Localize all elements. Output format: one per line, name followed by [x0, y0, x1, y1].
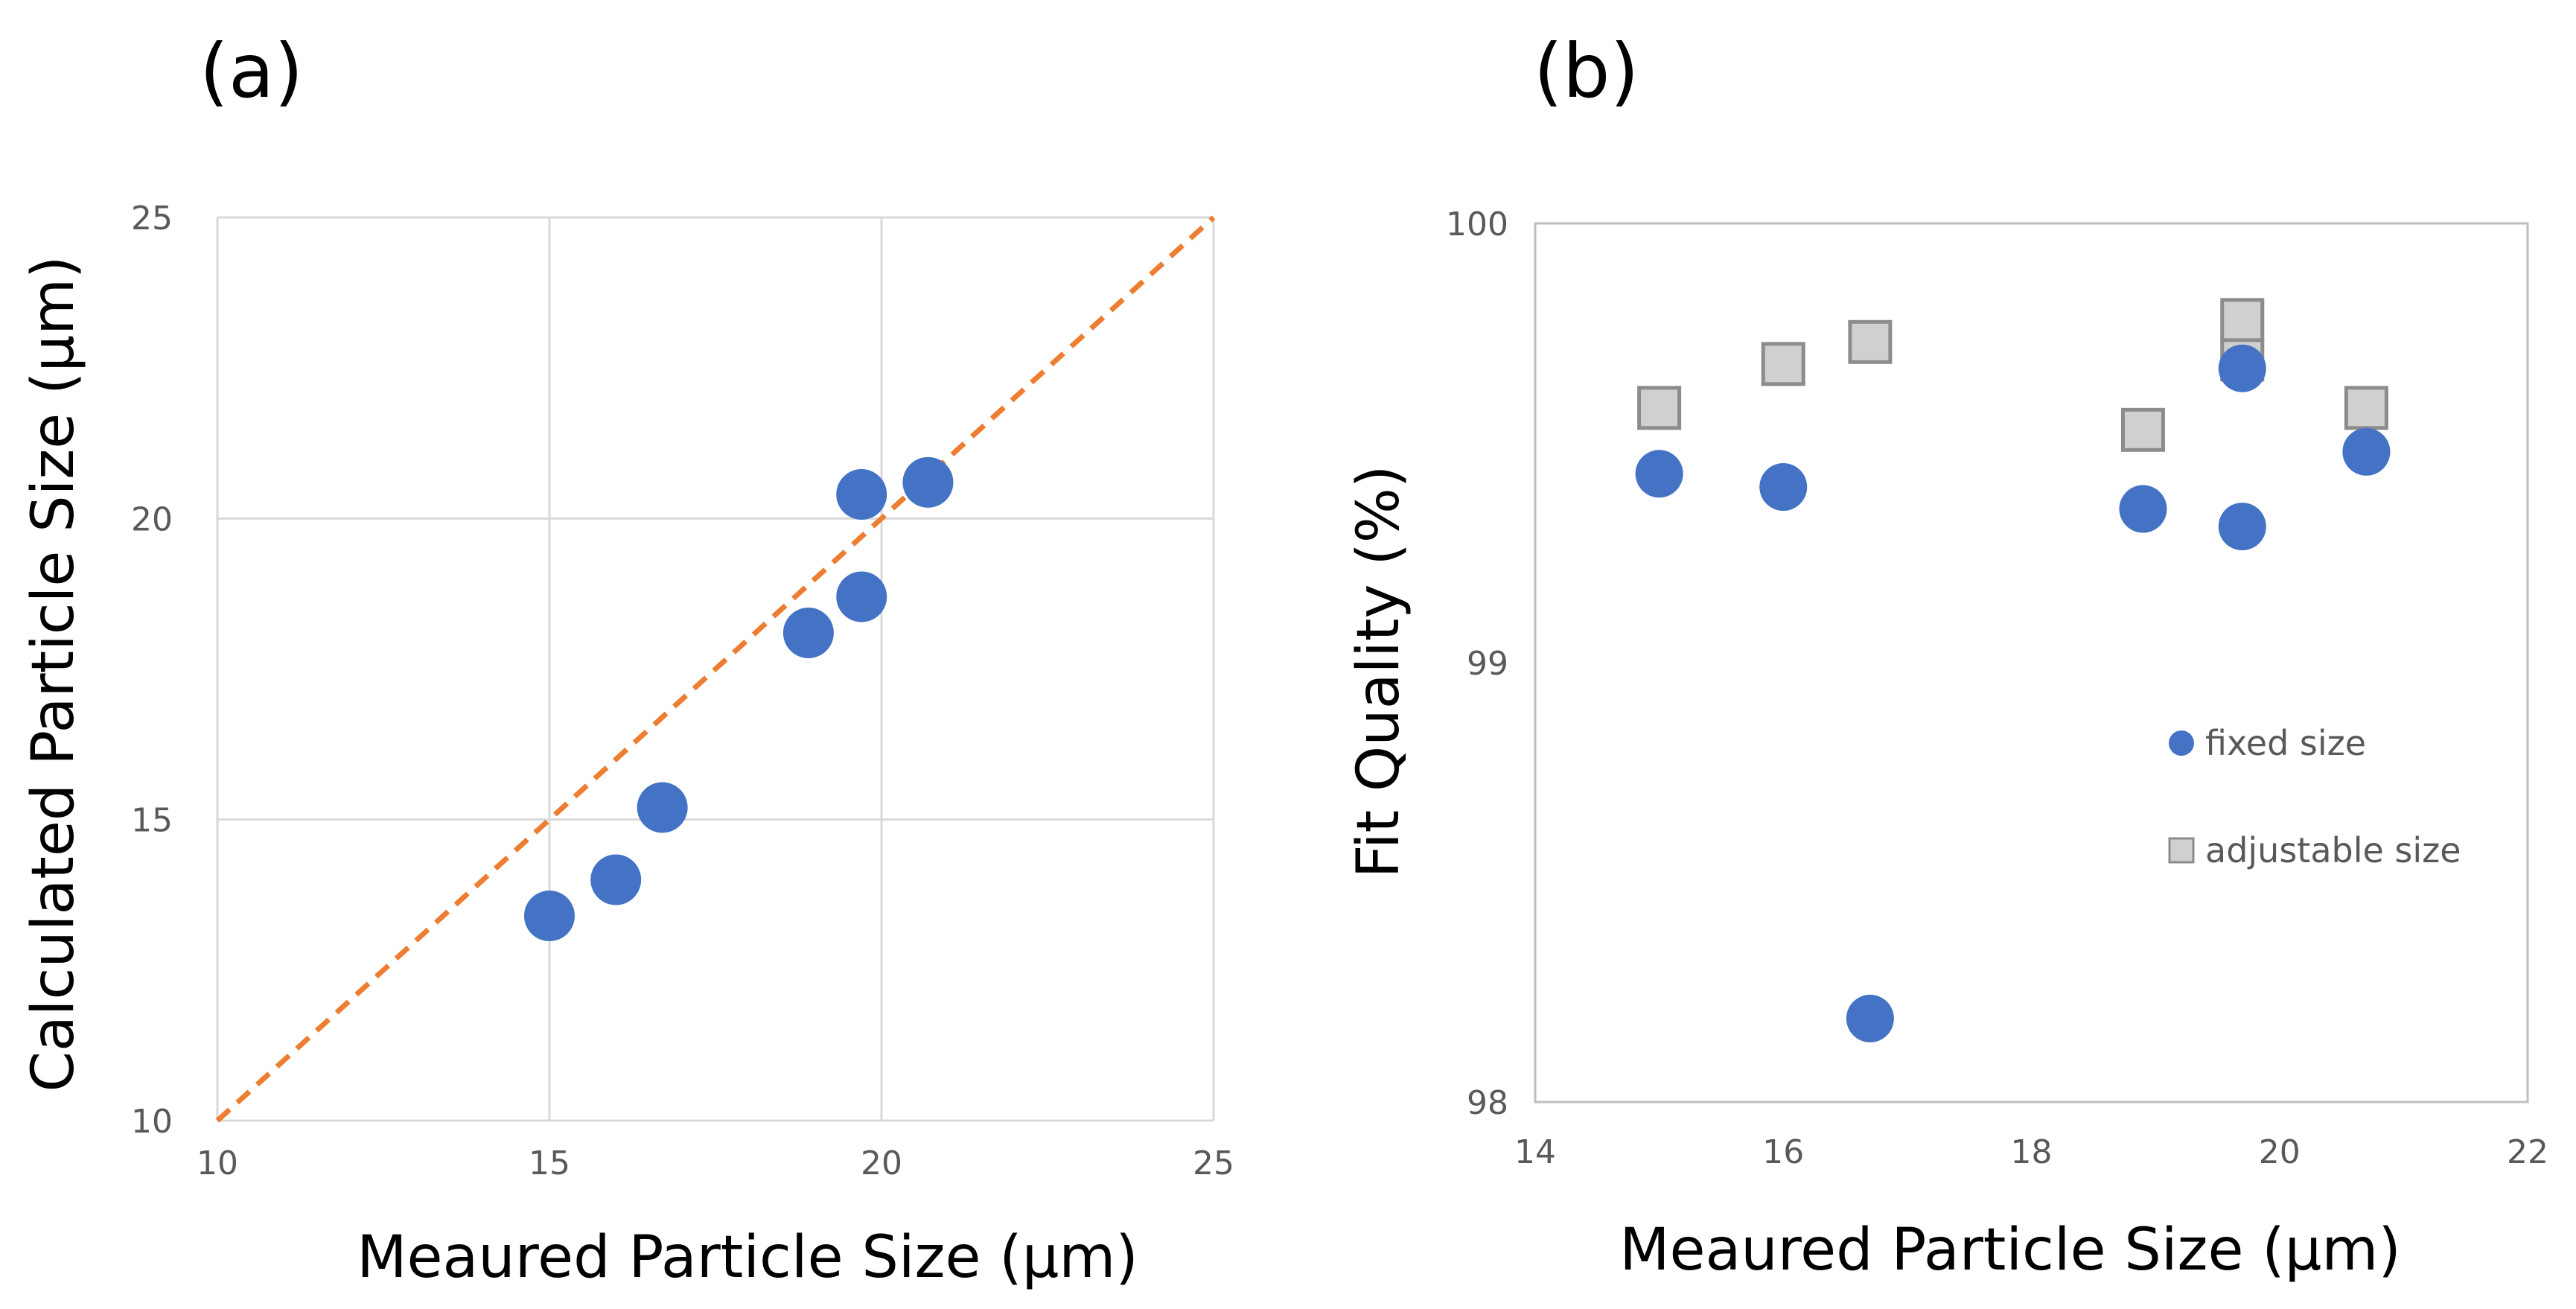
panel-a-x-tick-label: 10: [197, 1144, 238, 1182]
panel-a-x-tick-label: 20: [861, 1144, 902, 1182]
panel-b-points: [1635, 298, 2391, 1042]
panel-b-x-axis-title: Meaured Particle Size (μm): [1619, 1217, 2401, 1284]
panel-a-y-axis-title: Calculated Particle Size (μm): [20, 256, 87, 1092]
panel-b-fixed-point: [1846, 994, 1894, 1042]
panel-b: (b) 14 16 18 20 22 98 99 100 Meaured Particle …: [1345, 28, 2548, 1284]
panel-a-label: (a): [200, 28, 303, 115]
panel-a-x-ticks: 10 15 20 25: [197, 1144, 1234, 1182]
panel-a-y-tick-label: 20: [131, 500, 173, 538]
panel-a-data-point: [590, 854, 642, 905]
panel-b-fixed-point: [1759, 463, 1808, 511]
panel-a-x-tick-label: 15: [529, 1144, 570, 1182]
panel-b-fixed-point: [2218, 344, 2266, 392]
panel-b-fixed-point: [1635, 450, 1683, 498]
panel-a-x-tick-label: 25: [1193, 1144, 1234, 1182]
panel-a-data-point: [524, 891, 575, 942]
panel-a-data-point: [836, 468, 887, 520]
panel-b-adjustable-point: [2220, 298, 2265, 343]
panel-b-fixed-point: [2342, 427, 2391, 476]
panel-b-fixed-point: [2218, 503, 2266, 551]
panel-a-data-point: [782, 607, 834, 658]
legend-item-adjustable-size: adjustable size: [2168, 830, 2461, 870]
panel-a-y-tick-label: 10: [131, 1103, 173, 1141]
panel-a-y-ticks: 10 15 20 25: [131, 200, 173, 1141]
legend-adjustable-size-marker: [2168, 837, 2195, 864]
panel-b-x-tick-label: 18: [2011, 1133, 2053, 1171]
panel-b-adjustable-point: [1761, 342, 1805, 386]
panel-a: (a) 10 15 20 25 10 15 20 25 Meaured Particle S…: [20, 28, 1234, 1291]
panel-b-adjustable-point: [1637, 386, 1682, 430]
panel-b-y-ticks: 98 99 100: [1446, 206, 1508, 1122]
legend-fixed-size-label: fixed size: [2205, 723, 2366, 763]
panel-b-y-tick-label: 100: [1446, 206, 1508, 243]
panel-b-plot-frame: [1534, 222, 2529, 1103]
panel-b-x-tick-label: 16: [1762, 1133, 1804, 1171]
panel-a-data-point: [902, 456, 954, 508]
panel-b-legend: fixed size adjustable size: [2168, 723, 2461, 870]
panel-a-y-tick-label: 15: [131, 802, 173, 840]
panel-b-label: (b): [1534, 28, 1639, 115]
panel-b-y-axis-title: Fit Quality (%): [1345, 465, 1412, 879]
panel-b-x-tick-label: 22: [2507, 1133, 2548, 1171]
panel-b-adjustable-point: [1848, 319, 1893, 364]
panel-b-x-tick-label: 14: [1514, 1133, 1556, 1171]
panel-a-ref-line-layer: [215, 215, 1216, 1123]
panel-a-grid: [216, 216, 1215, 1122]
panel-b-adjustable-point: [2120, 407, 2165, 452]
panel-a-identity-line: [215, 215, 1216, 1123]
panel-a-x-axis-title: Meaured Particle Size (μm): [357, 1224, 1138, 1291]
panel-b-fixed-point: [2119, 485, 2167, 533]
legend-item-fixed-size: fixed size: [2169, 723, 2366, 763]
panel-b-y-tick-label: 99: [1467, 645, 1508, 683]
panel-a-y-tick-label: 25: [131, 200, 173, 238]
panel-b-x-ticks: 14 16 18 20 22: [1514, 1133, 2548, 1171]
panel-b-y-tick-label: 98: [1467, 1084, 1508, 1122]
panel-a-data-point: [637, 782, 688, 833]
panel-a-points: [524, 456, 954, 942]
panel-a-data-point: [836, 571, 887, 622]
panel-b-adjustable-point: [2344, 386, 2388, 430]
legend-fixed-size-marker: [2169, 730, 2194, 756]
panel-b-x-tick-label: 20: [2259, 1133, 2301, 1171]
legend-adjustable-size-label: adjustable size: [2205, 830, 2461, 870]
